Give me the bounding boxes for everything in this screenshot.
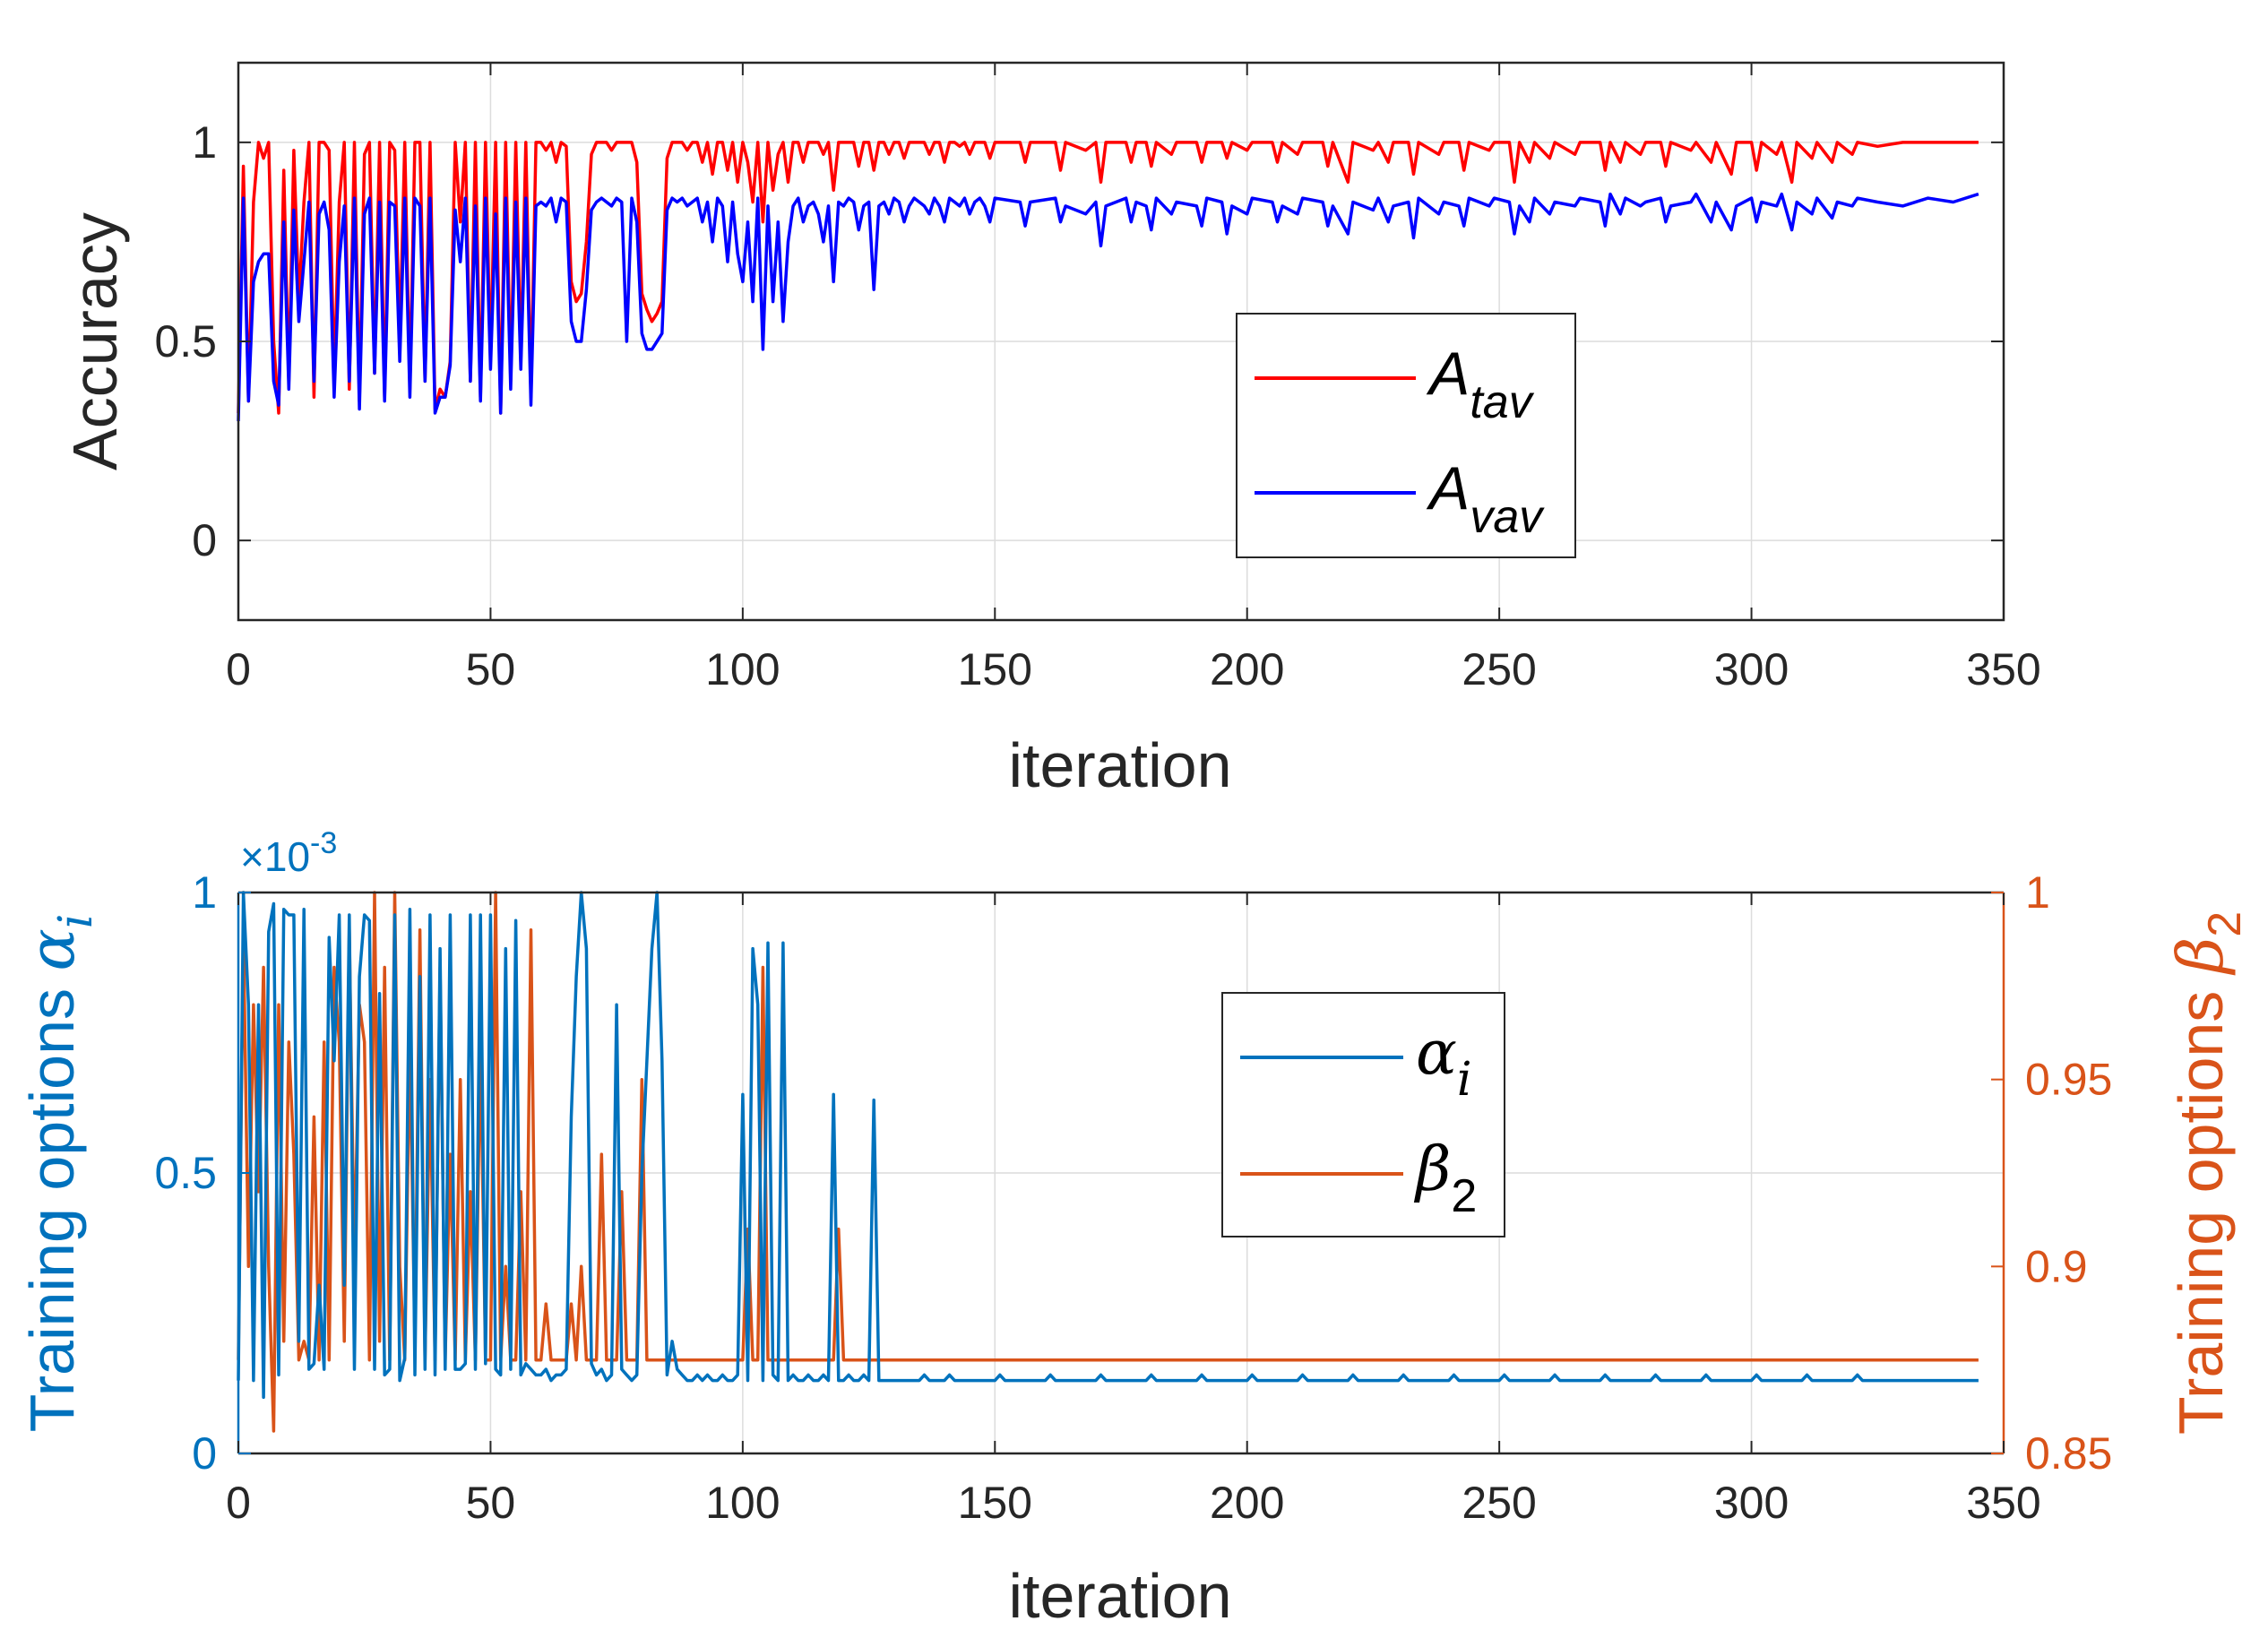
- training-left-axis-label: Training options αi: [15, 914, 103, 1433]
- accuracy-y-ticks: 00.51: [154, 117, 2004, 565]
- series-line-a-vav: [237, 192, 1979, 421]
- training-legend-box: [1221, 992, 1505, 1237]
- legend-label-a-tav: Atav: [1426, 340, 1535, 428]
- training-x-tick-label: 200: [1210, 1478, 1284, 1528]
- accuracy-y-tick-label: 0: [192, 515, 217, 565]
- accuracy-y-tick-label: 0.5: [154, 316, 217, 366]
- training-x-ticks: 0 50 100 150 200 250 300 350: [226, 892, 2041, 1528]
- legend-label-alpha-i: αi: [1416, 1018, 1472, 1107]
- training-options-chart: 0 50 100 150 200 250 300 350 00.51 0.850.90.951…: [15, 826, 2251, 1631]
- accuracy-x-tick-label: 300: [1714, 644, 1789, 694]
- accuracy-x-tick-label: 350: [1966, 644, 2040, 694]
- training-left-ticks: 00.51: [154, 867, 251, 1479]
- training-right-tick-label: 0.85: [2025, 1428, 2112, 1479]
- training-x-axis-label: iteration: [1008, 1561, 1231, 1631]
- training-x-tick-label: 250: [1462, 1478, 1536, 1528]
- accuracy-y-axis-label: Accuracy: [60, 212, 130, 470]
- accuracy-x-tick-label: 50: [466, 644, 516, 694]
- training-left-tick-label: 1: [192, 867, 217, 918]
- training-series: [237, 891, 1979, 1433]
- accuracy-y-tick-label: 1: [192, 117, 217, 168]
- alpha-exponent-label: ×10-3: [240, 826, 337, 880]
- accuracy-legend: Atav Avav: [1236, 313, 1576, 558]
- training-right-ticks: 0.85 0.9 0.95 1: [1991, 867, 2112, 1479]
- training-right-tick-label: 0.9: [2025, 1241, 2088, 1291]
- series-line-alpha-i: [237, 891, 1979, 1400]
- training-left-tick-label: 0.5: [154, 1148, 217, 1198]
- accuracy-x-tick-label: 150: [958, 644, 1032, 694]
- training-right-tick-label: 1: [2025, 867, 2050, 918]
- legend-label-a-vav: Avav: [1426, 454, 1545, 543]
- legend-label-beta-2: β2: [1413, 1134, 1477, 1222]
- accuracy-series: [237, 141, 1979, 421]
- training-x-tick-label: 100: [705, 1478, 780, 1528]
- accuracy-x-tick-label: 200: [1210, 644, 1284, 694]
- accuracy-x-ticks: 0 50 100 150 200 250 300 350: [226, 63, 2041, 694]
- accuracy-x-axis-label: iteration: [1008, 730, 1231, 800]
- accuracy-x-tick-label: 0: [226, 644, 251, 694]
- accuracy-x-tick-label: 100: [705, 644, 780, 694]
- training-x-tick-label: 350: [1966, 1478, 2040, 1528]
- accuracy-x-tick-label: 250: [1462, 644, 1536, 694]
- training-left-tick-label: 0: [192, 1428, 217, 1479]
- training-x-tick-label: 300: [1714, 1478, 1789, 1528]
- training-x-tick-label: 0: [226, 1478, 251, 1528]
- series-line-beta-2: [237, 891, 1979, 1433]
- accuracy-chart: 0 50 100 150 200 250 300 350 00.51 iteration Ac…: [60, 61, 2041, 800]
- series-line-a-tav: [237, 141, 1979, 415]
- training-x-tick-label: 150: [958, 1478, 1032, 1528]
- training-right-tick-label: 0.95: [2025, 1055, 2112, 1105]
- training-legend: αi β2: [1221, 992, 1505, 1237]
- training-x-tick-label: 50: [466, 1478, 516, 1528]
- accuracy-legend-box: [1236, 313, 1576, 558]
- training-right-axis-label: Training options β2: [2164, 911, 2251, 1435]
